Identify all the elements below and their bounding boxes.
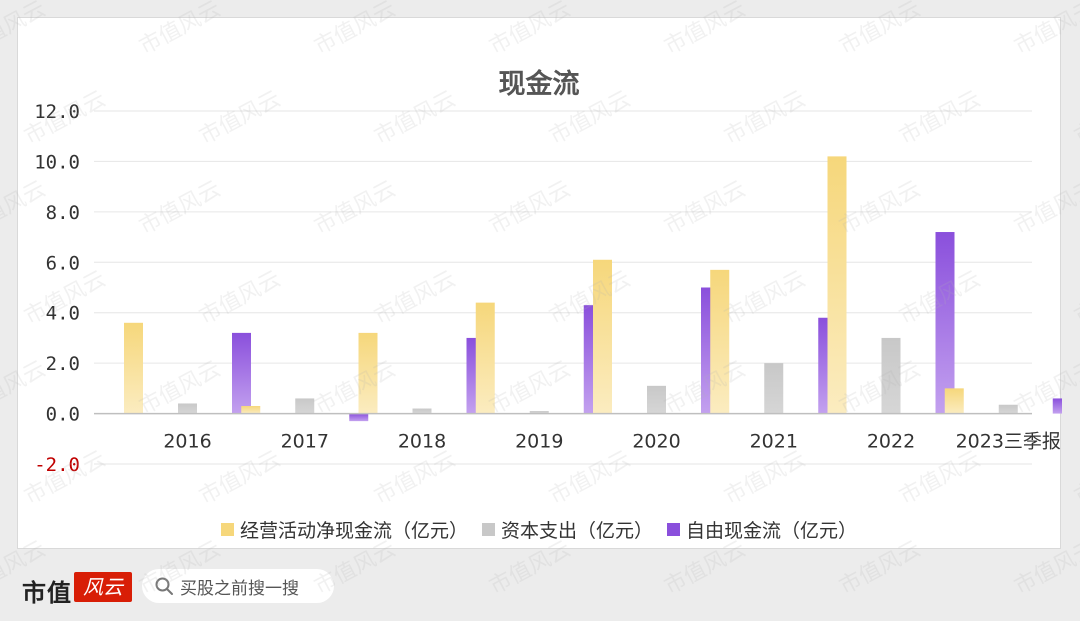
bar-自由-2017: [349, 413, 369, 422]
bar-资本-2022: [881, 337, 901, 414]
chart-card: 现金流 -2.0 0.0 2.0 4.0 6.0 8.0 10.0 12.0 2016 2017 2…: [17, 17, 1062, 549]
legend-label-capex: 资本支出（亿元）: [500, 519, 653, 542]
bar-经营-2016: [124, 322, 143, 414]
bar-经营-2023三季报: [944, 388, 964, 414]
watermark-text: 市值风云: [1070, 446, 1080, 510]
bar-资本-2021: [764, 363, 784, 414]
bar-自由-2016: [232, 332, 251, 414]
legend-item-operating: 经营活动净现金流（亿元）: [220, 516, 468, 543]
bar-经营-2021: [710, 269, 730, 414]
bar-经营-2019: [475, 302, 495, 414]
legend-item-capex: 资本支出（亿元）: [481, 516, 653, 543]
y-tick-label-7: 12.0: [34, 101, 80, 123]
bar-经营-2022: [827, 156, 847, 414]
y-tick-label-0: -2.0: [34, 454, 80, 476]
x-tick-label-4: 2020: [632, 431, 680, 453]
bar-资本-2016: [178, 403, 197, 414]
x-tick-label-5: 2021: [750, 431, 798, 453]
bar-自由-2022: [935, 232, 955, 414]
y-tick-label-4: 6.0: [46, 252, 80, 274]
legend-swatch-free: [667, 522, 680, 536]
x-tick-label-1: 2017: [281, 431, 329, 453]
brand-name: 市值: [22, 578, 72, 607]
chart-title: 现金流: [498, 69, 580, 100]
legend-label-operating: 经营活动净现金流（亿元）: [239, 519, 468, 542]
y-tick-label-2: 2.0: [46, 353, 80, 375]
legend-label-free: 自由现金流（亿元）: [686, 519, 858, 542]
search-placeholder: 买股之前搜一搜: [180, 578, 299, 599]
y-tick-label-3: 4.0: [46, 303, 80, 325]
x-tick-label-7: 2023三季报: [956, 431, 1061, 453]
y-tick-label-1: 0.0: [46, 404, 80, 426]
watermark-text: 市值风云: [1070, 266, 1080, 330]
bar-经营-2020: [593, 259, 612, 414]
search-icon: [155, 577, 173, 595]
legend-item-free: 自由现金流（亿元）: [667, 516, 857, 543]
cash-flow-bar-chart: -2.0 0.0 2.0 4.0 6.0 8.0 10.0 12.0 2016 2017 2018 2…: [34, 101, 1062, 476]
bar-资本-2019: [529, 411, 549, 414]
legend-swatch-operating: [220, 522, 234, 536]
bar-资本-2017: [295, 398, 315, 414]
x-tick-label-2: 2018: [398, 431, 446, 453]
x-tick-label-6: 2022: [867, 431, 915, 453]
brand-logo: 风云: [74, 572, 132, 602]
bar-自由-2023三季报: [1052, 398, 1062, 414]
bar-经营-2017: [241, 406, 261, 414]
x-tick-label-0: 2016: [163, 431, 211, 453]
bar-资本-2020: [647, 385, 666, 414]
bar-资本-2018: [412, 408, 432, 414]
bar-资本-2023三季报: [998, 404, 1018, 414]
y-tick-label-5: 8.0: [46, 202, 80, 224]
footer-bar: 市值 风云 买股之前搜一搜: [0, 560, 1080, 610]
watermark-text: 市值风云: [1070, 86, 1080, 150]
bar-经营-2018: [358, 332, 378, 414]
search-box[interactable]: 买股之前搜一搜: [142, 569, 334, 603]
chart-legend: 经营活动净现金流（亿元） 资本支出（亿元） 自由现金流（亿元）: [18, 514, 1060, 544]
x-tick-label-3: 2019: [515, 431, 563, 453]
brand-logo-text: 风云: [83, 575, 123, 599]
legend-swatch-capex: [481, 522, 495, 536]
y-tick-label-6: 10.0: [34, 151, 80, 173]
